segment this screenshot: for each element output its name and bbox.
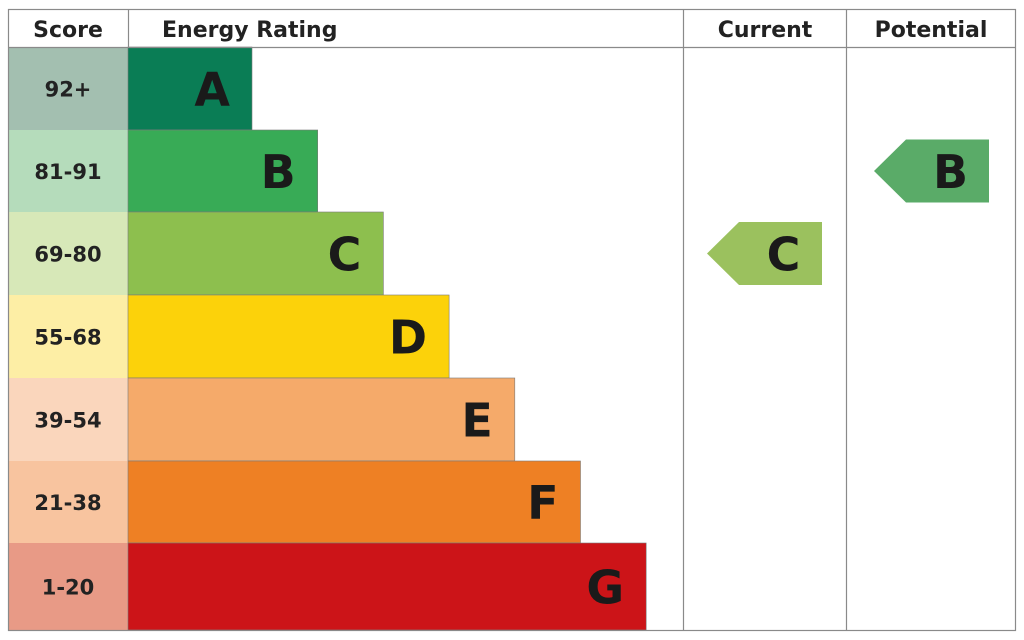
score-label: 21-38 (34, 491, 101, 515)
score-cell (8, 295, 128, 378)
rating-letter: C (328, 228, 362, 282)
score-label: 39-54 (34, 409, 101, 433)
score-cell (8, 461, 128, 543)
rating-letter: F (527, 476, 558, 530)
score-label: 69-80 (34, 243, 101, 267)
potential-rating-letter: B (933, 145, 968, 199)
score-cell (8, 130, 128, 212)
rating-letter: A (194, 63, 230, 117)
rating-letter: G (586, 561, 624, 615)
rating-bar (127, 129, 318, 213)
rating-bar (127, 46, 253, 131)
band-row-b: 81-91 B (8, 129, 318, 213)
band-row-f: 21-38 F (8, 460, 581, 544)
score-cell (8, 543, 128, 630)
potential-rating-arrow: B (874, 139, 989, 203)
rating-bar (127, 460, 581, 544)
header-energy-rating: Energy Rating (162, 18, 337, 43)
band-row-a: 92+ A (8, 46, 253, 131)
current-rating-arrow: C (707, 222, 822, 285)
rating-letter: D (389, 311, 427, 365)
score-cell (8, 47, 128, 130)
current-arrow-shape (707, 222, 822, 285)
band-row-e: 39-54 E (8, 377, 516, 462)
band-row-g: 1-20 G (8, 542, 647, 631)
score-label: 1-20 (42, 576, 95, 600)
rating-letter: E (461, 394, 492, 448)
score-label: 55-68 (34, 326, 101, 350)
rating-bar (127, 377, 516, 462)
score-label: 81-91 (34, 160, 101, 184)
header-potential: Potential (875, 18, 988, 43)
rating-bar (127, 542, 647, 631)
potential-arrow-shape (874, 139, 989, 203)
rating-letter: B (261, 145, 296, 199)
chart-border (7, 8, 1017, 632)
score-cell (8, 212, 128, 295)
rating-bar (127, 211, 384, 296)
score-label: 92+ (45, 78, 92, 102)
header-score: Score (33, 18, 103, 43)
header-current: Current (718, 18, 813, 43)
band-row-c: 69-80 C (8, 211, 384, 296)
current-rating-letter: C (767, 228, 801, 282)
band-row-d: 55-68 D (8, 294, 450, 379)
score-cell (8, 378, 128, 461)
rating-bar (127, 294, 450, 379)
